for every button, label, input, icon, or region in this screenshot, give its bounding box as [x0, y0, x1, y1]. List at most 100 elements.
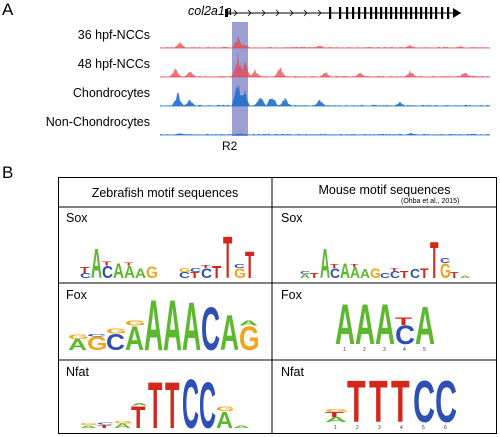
- gene-exon: [385, 7, 388, 19]
- logo-letter: A: [335, 292, 355, 352]
- logo-letter: C: [80, 272, 92, 280]
- logo-letter: A: [91, 241, 102, 280]
- logo-letter: C: [102, 263, 113, 280]
- mouse-sox-logo: AC T A CT A ATA G C CT T C T T GCT A: [300, 233, 471, 280]
- gene-exon: [395, 7, 398, 19]
- logo-letter: T: [390, 268, 399, 272]
- logo-letter: A: [131, 402, 148, 406]
- logo-letter: C: [380, 272, 390, 280]
- zebrafish-nfat-label: Nfat: [66, 365, 89, 379]
- logo-letter: C: [440, 257, 450, 265]
- logo-letter: A: [113, 259, 124, 280]
- gene-exon: [447, 7, 450, 19]
- logo-letter: T: [190, 271, 200, 280]
- gene-exon: [375, 7, 378, 19]
- logo-letter: G: [370, 265, 381, 280]
- gene-exon: [352, 7, 355, 19]
- motif-table-grid: [58, 177, 497, 434]
- logo-letter: C: [395, 319, 415, 349]
- gene-model: [225, 7, 461, 19]
- gene-strand-arrow: [247, 9, 252, 17]
- logo-letter: A: [300, 273, 311, 279]
- logo-letter: C: [390, 269, 400, 280]
- logo-letter: A: [375, 292, 395, 352]
- logo-letter: A: [415, 296, 435, 352]
- mouse-fox-label: Fox: [281, 288, 302, 302]
- coverage-tracks: [160, 22, 490, 136]
- logo-letter: T: [80, 266, 90, 275]
- gene-strand-arrow: [275, 9, 280, 17]
- region-label-r2: R2: [222, 139, 238, 153]
- logo-letter: G: [87, 333, 108, 352]
- gene-exon: [364, 7, 367, 19]
- logo-letter: A: [114, 422, 131, 429]
- logo-letter: A: [360, 267, 371, 280]
- gene-exon: [420, 7, 423, 19]
- logo-position-number: 6: [444, 425, 447, 430]
- logo-letter: C: [234, 264, 245, 270]
- logo-letter: A: [216, 407, 233, 430]
- logo-letter: C: [106, 331, 125, 352]
- logo-letter: T: [310, 272, 319, 280]
- mouse-nfat-label: Nfat: [281, 365, 304, 379]
- gene-end-arrow: [453, 8, 461, 18]
- logo-letter: A: [239, 319, 258, 328]
- logo-letter: G: [179, 268, 191, 274]
- logo-position-number: 5: [423, 347, 426, 352]
- logo-letter: A: [182, 292, 201, 352]
- logo-letter: T: [212, 263, 221, 280]
- logo-letter: T: [395, 315, 412, 328]
- logo-letter: G: [68, 334, 89, 341]
- logo-letter: G: [114, 420, 132, 424]
- logo-position-number: 3: [383, 347, 386, 352]
- logo-position-number: 4: [403, 347, 406, 352]
- track-label-48hpf: 48 hpf-NCCs: [77, 57, 150, 71]
- logo-letter: A: [325, 416, 347, 424]
- logo-letter: T: [97, 424, 112, 429]
- logo-letter: T: [102, 261, 111, 267]
- gene-exon: [400, 7, 403, 19]
- track-label-36hpf: 36 hpf-NCCs: [77, 28, 150, 42]
- logo-letter: A: [233, 425, 250, 429]
- gene-exon: [441, 7, 444, 19]
- gene-exon: [425, 7, 428, 19]
- gene-exon: [370, 7, 373, 19]
- logo-letter: C: [410, 267, 421, 280]
- r2-highlight: [232, 22, 248, 136]
- logo-letter: T: [131, 400, 146, 430]
- logo-letter: A: [220, 306, 239, 352]
- mouse-sox-label: Sox: [281, 211, 303, 225]
- gene-exon: [435, 7, 438, 19]
- gene-exon: [358, 7, 361, 19]
- logo-letter: G: [106, 327, 127, 336]
- logo-letter: T: [325, 411, 344, 419]
- panel-b-letter: B: [2, 163, 14, 182]
- logo-letter: T: [201, 265, 211, 269]
- logo-letter: G: [234, 267, 246, 280]
- gene-exon: [430, 7, 433, 19]
- track-label-non-chondrocytes: Non-Chondrocytes: [45, 115, 150, 129]
- logo-position-number: 5: [422, 425, 425, 430]
- gene-exon: [380, 7, 383, 19]
- gene-strand-arrow: [317, 9, 322, 17]
- track-coverage: [160, 132, 490, 135]
- gene-exon: [415, 7, 418, 19]
- logo-letter: T: [223, 226, 232, 280]
- logo-letter: G: [325, 408, 349, 413]
- logo-letter: C: [182, 368, 199, 430]
- track-coverage: [160, 84, 490, 106]
- logo-position-number: 1: [334, 425, 337, 430]
- logo-letter: A: [163, 292, 182, 352]
- logo-letter: C: [199, 368, 216, 430]
- logo-letter: T: [400, 269, 409, 280]
- panel-a-letter: A: [2, 0, 14, 19]
- logo-letter: A: [350, 265, 360, 280]
- logo-letter: C: [201, 267, 213, 280]
- gene-exon: [346, 7, 349, 19]
- logo-letter: T: [369, 370, 388, 430]
- logo-position-number: 4: [400, 425, 403, 430]
- logo-letter: T: [391, 370, 410, 430]
- logo-letter: A: [144, 292, 163, 352]
